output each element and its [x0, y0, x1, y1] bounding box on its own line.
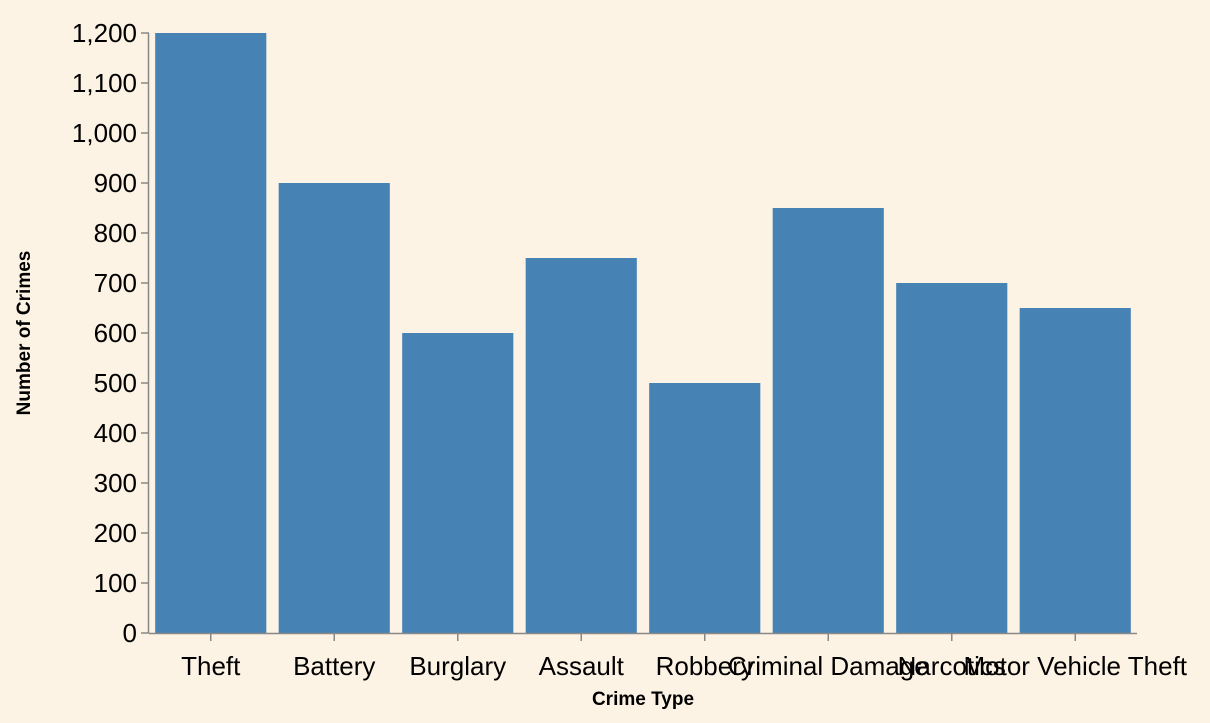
y-axis: 0 100 200 300 400 500 600 700 800 900 1,000 1,100 1,… [72, 18, 150, 648]
y-tick-label: 400 [94, 418, 137, 448]
y-tick-label: 900 [94, 168, 137, 198]
bars-layer [155, 33, 1131, 633]
x-tick-label: Motor Vehicle Theft [963, 651, 1187, 681]
x-tick-label: Battery [293, 651, 375, 681]
x-tick-label: Robbery [656, 651, 754, 681]
x-axis: Theft Battery Burglary Assault RobberyCrimin… [149, 632, 1188, 681]
y-tick-label: 200 [94, 518, 137, 548]
bar-criminal-damage [772, 208, 884, 633]
bar-battery [278, 183, 390, 633]
x-tick-label: Assault [539, 651, 625, 681]
y-tick-label: 600 [94, 318, 137, 348]
y-tick-label: 1,100 [72, 68, 137, 98]
y-axis-title: Number of Crimes [14, 251, 35, 416]
bar-burglary [402, 333, 514, 633]
bar-assault [525, 258, 637, 633]
y-tick-label: 300 [94, 468, 137, 498]
x-tick-label: Criminal Damage [728, 651, 929, 681]
y-tick-label: 0 [123, 618, 137, 648]
y-tick-label: 800 [94, 218, 137, 248]
bar-motor-vehicle-theft [1019, 308, 1131, 633]
bar-theft [155, 33, 267, 633]
y-tick-label: 500 [94, 368, 137, 398]
bar-robbery [649, 383, 761, 633]
x-tick-label: Theft [181, 651, 241, 681]
x-tick-label: Narcotics [898, 651, 1006, 681]
y-tick-label: 700 [94, 268, 137, 298]
bar-narcotics [896, 283, 1008, 633]
x-axis-title: Crime Type [592, 689, 694, 710]
y-tick-label: 100 [94, 568, 137, 598]
y-tick-label: 1,000 [72, 118, 137, 148]
x-tick-label: Burglary [409, 651, 506, 681]
y-tick-label: 1,200 [72, 18, 137, 48]
